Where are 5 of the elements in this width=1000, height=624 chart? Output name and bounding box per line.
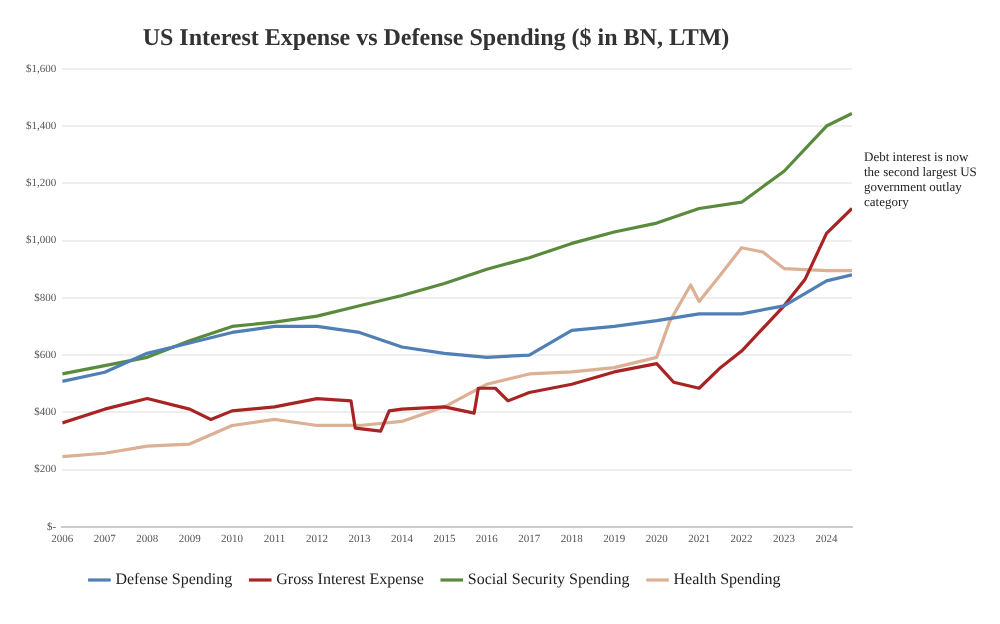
legend-label: Social Security Spending — [467, 570, 630, 589]
legend-label: Health Spending — [673, 570, 781, 589]
legend-label: Defense Spending — [115, 570, 233, 589]
legend-label: Gross Interest Expense — [276, 570, 425, 589]
chart-title: US Interest Expense vs Defense Spending ($ in BN, LTM) — [142, 22, 730, 51]
